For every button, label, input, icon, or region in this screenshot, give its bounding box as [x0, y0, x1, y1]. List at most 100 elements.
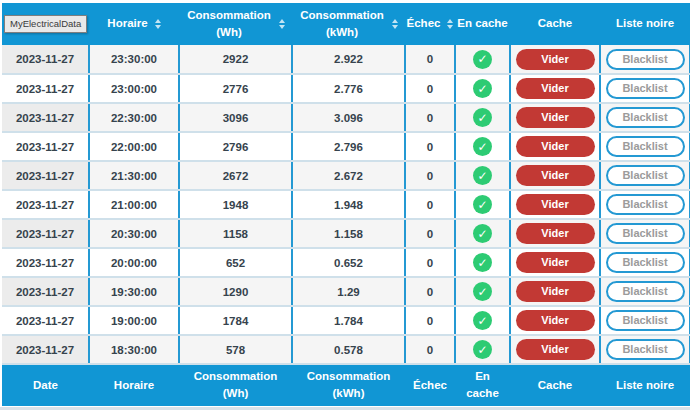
- failure-cell: 0: [405, 103, 455, 132]
- column-label-consommation-wh: Consommation (Wh): [186, 7, 272, 42]
- cache-cell: Vider: [510, 132, 600, 161]
- footer-label-echec: Échec: [405, 364, 455, 406]
- blacklist-button[interactable]: Blacklist: [606, 281, 685, 302]
- date-value: 2023-11-27: [16, 112, 74, 124]
- blacklist-button[interactable]: Blacklist: [606, 339, 685, 360]
- consumption-wh-cell: 2922: [179, 45, 292, 74]
- consumption-wh-value: 3096: [223, 112, 249, 124]
- time-value: 18:30:00: [111, 344, 157, 356]
- column-label-en-cache: En cache: [457, 15, 508, 32]
- sort-icon[interactable]: [279, 19, 285, 29]
- column-header-consommation-wh[interactable]: Consommation (Wh): [179, 3, 292, 45]
- clear-cache-button[interactable]: Vider: [516, 78, 595, 99]
- sort-icon[interactable]: [392, 19, 398, 29]
- cached-check-icon: ✓: [473, 340, 492, 359]
- date-cell: 2023-11-27: [2, 219, 89, 248]
- time-cell: 20:30:00: [89, 219, 179, 248]
- blacklist-button[interactable]: Blacklist: [606, 194, 685, 215]
- consumption-kwh-cell: 1.784: [292, 306, 405, 335]
- date-cell: 2023-11-27: [2, 190, 89, 219]
- clear-cache-button[interactable]: Vider: [516, 194, 595, 215]
- column-label-consommation-kwh: Consommation (kWh): [299, 7, 385, 42]
- consumption-table: Date Horaire Consommation (Wh) Consommat…: [2, 3, 690, 406]
- footer-label-consommation-kwh: Consommation (kWh): [292, 364, 405, 406]
- clear-cache-button[interactable]: Vider: [516, 107, 595, 128]
- date-cell: 2023-11-27: [2, 103, 89, 132]
- cached-cell: ✓: [455, 306, 510, 335]
- table-row: 2023-11-27 20:00:00 652 0.652 0 ✓ Vider …: [2, 248, 690, 277]
- column-header-consommation-kwh[interactable]: Consommation (kWh): [292, 3, 405, 45]
- consumption-kwh-cell: 1.948: [292, 190, 405, 219]
- clear-cache-button[interactable]: Vider: [516, 252, 595, 273]
- column-header-horaire[interactable]: Horaire: [89, 3, 179, 45]
- column-label-cache: Cache: [538, 15, 573, 32]
- blacklist-button[interactable]: Blacklist: [606, 223, 685, 244]
- clear-cache-button[interactable]: Vider: [516, 223, 595, 244]
- date-cell: 2023-11-27: [2, 277, 89, 306]
- time-value: 23:30:00: [111, 53, 157, 65]
- consumption-wh-cell: 2776: [179, 74, 292, 103]
- time-value: 19:30:00: [111, 286, 157, 298]
- table-row: 2023-11-27 21:00:00 1948 1.948 0 ✓ Vider…: [2, 190, 690, 219]
- consumption-wh-value: 2796: [223, 141, 249, 153]
- date-value: 2023-11-27: [16, 170, 74, 182]
- blacklist-cell: Blacklist: [600, 335, 690, 364]
- consumption-wh-cell: 2796: [179, 132, 292, 161]
- column-header-en-cache: En cache: [455, 3, 510, 45]
- time-value: 19:00:00: [111, 315, 157, 327]
- blacklist-button[interactable]: Blacklist: [606, 310, 685, 331]
- blacklist-cell: Blacklist: [600, 132, 690, 161]
- table-row: 2023-11-27 21:30:00 2672 2.672 0 ✓ Vider…: [2, 161, 690, 190]
- blacklist-button[interactable]: Blacklist: [606, 165, 685, 186]
- failure-cell: 0: [405, 335, 455, 364]
- blacklist-button[interactable]: Blacklist: [606, 252, 685, 273]
- time-value: 22:30:00: [111, 112, 157, 124]
- consumption-wh-value: 578: [226, 344, 245, 356]
- blacklist-cell: Blacklist: [600, 74, 690, 103]
- failure-count: 0: [427, 315, 433, 327]
- link-preview-tooltip: MyElectricalData: [4, 15, 87, 33]
- cached-check-icon: ✓: [473, 108, 492, 127]
- consumption-kwh-value: 2.672: [334, 170, 363, 182]
- blacklist-cell: Blacklist: [600, 190, 690, 219]
- column-header-echec[interactable]: Échec: [405, 3, 455, 45]
- clear-cache-button[interactable]: Vider: [516, 339, 595, 360]
- blacklist-button[interactable]: Blacklist: [606, 78, 685, 99]
- sort-icon[interactable]: [447, 19, 453, 29]
- clear-cache-button[interactable]: Vider: [516, 281, 595, 302]
- blacklist-cell: Blacklist: [600, 277, 690, 306]
- consumption-wh-cell: 2672: [179, 161, 292, 190]
- date-value: 2023-11-27: [16, 286, 74, 298]
- sort-icon[interactable]: [155, 19, 161, 29]
- date-value: 2023-11-27: [16, 315, 74, 327]
- time-cell: 21:30:00: [89, 161, 179, 190]
- failure-count: 0: [427, 170, 433, 182]
- consumption-kwh-cell: 0.578: [292, 335, 405, 364]
- clear-cache-button[interactable]: Vider: [516, 136, 595, 157]
- clear-cache-button[interactable]: Vider: [516, 49, 595, 70]
- cached-cell: ✓: [455, 248, 510, 277]
- cache-cell: Vider: [510, 45, 600, 74]
- time-value: 21:30:00: [111, 170, 157, 182]
- table-row: 2023-11-27 22:00:00 2796 2.796 0 ✓ Vider…: [2, 132, 690, 161]
- blacklist-button[interactable]: Blacklist: [606, 107, 685, 128]
- date-value: 2023-11-27: [16, 83, 74, 95]
- consumption-wh-value: 2776: [223, 83, 249, 95]
- failure-count: 0: [427, 53, 433, 65]
- table-row: 2023-11-27 22:30:00 3096 3.096 0 ✓ Vider…: [2, 103, 690, 132]
- consumption-kwh-value: 2.776: [334, 83, 363, 95]
- clear-cache-button[interactable]: Vider: [516, 310, 595, 331]
- footer-row: Date Horaire Consommation (Wh) Consommat…: [2, 364, 690, 406]
- consumption-wh-cell: 1290: [179, 277, 292, 306]
- consumption-wh-value: 2672: [223, 170, 249, 182]
- blacklist-button[interactable]: Blacklist: [606, 136, 685, 157]
- cache-cell: Vider: [510, 161, 600, 190]
- blacklist-button[interactable]: Blacklist: [606, 49, 685, 70]
- consumption-kwh-cell: 0.652: [292, 248, 405, 277]
- consumption-kwh-value: 1.784: [334, 315, 363, 327]
- consumption-wh-value: 1784: [223, 315, 249, 327]
- time-cell: 21:00:00: [89, 190, 179, 219]
- clear-cache-button[interactable]: Vider: [516, 165, 595, 186]
- column-label-liste-noire: Liste noire: [616, 15, 674, 32]
- consumption-kwh-value: 1.948: [334, 199, 363, 211]
